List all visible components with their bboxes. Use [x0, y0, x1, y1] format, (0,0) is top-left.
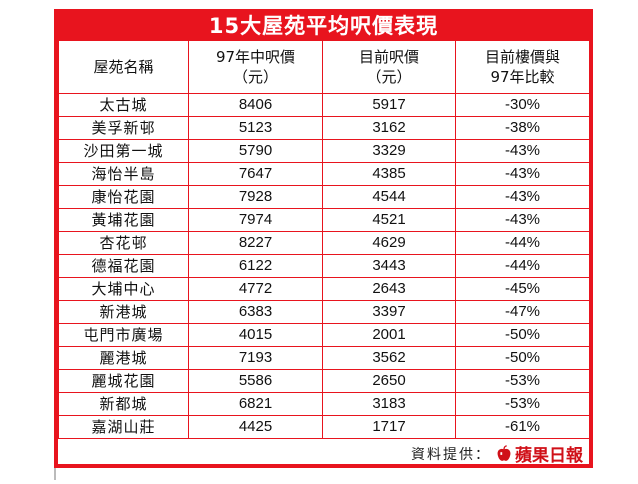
table-row: 德福花園 6122 3443 -44%	[58, 254, 590, 278]
current-price-cell: 3397	[322, 300, 456, 324]
price-97-cell: 4425	[188, 415, 323, 439]
table-row: 杏花邨 8227 4629 -44%	[58, 231, 590, 255]
change-cell: -47%	[455, 300, 590, 324]
table-frame: 15大屋苑平均呎價表現 屋苑名稱 97年中呎價 （元） 目前呎價 （元） 目前樓價與…	[54, 9, 593, 468]
table-row: 太古城 8406 5917 -30%	[58, 93, 590, 117]
estate-name-cell: 美孚新邨	[58, 116, 189, 140]
current-price-cell: 3183	[322, 392, 456, 416]
table-row: 麗港城 7193 3562 -50%	[58, 346, 590, 370]
table-body-wrap: 屋苑名稱 97年中呎價 （元） 目前呎價 （元） 目前樓價與 97年比較 太古城 840…	[58, 40, 590, 443]
change-cell: -53%	[455, 369, 590, 393]
current-price-cell: 3562	[322, 346, 456, 370]
table-row: 康怡花園 7928 4544 -43%	[58, 185, 590, 209]
price-97-cell: 5790	[188, 139, 323, 163]
price-97-cell: 5123	[188, 116, 323, 140]
change-cell: -43%	[455, 162, 590, 186]
header-price-97: 97年中呎價 （元）	[188, 40, 323, 94]
source-label: 資料提供：	[411, 446, 491, 463]
current-price-cell: 3329	[322, 139, 456, 163]
current-price-cell: 5917	[322, 93, 456, 117]
estate-name-cell: 康怡花園	[58, 185, 189, 209]
current-price-cell: 3162	[322, 116, 456, 140]
price-97-cell: 6821	[188, 392, 323, 416]
price-97-cell: 7193	[188, 346, 323, 370]
current-price-cell: 1717	[322, 415, 456, 439]
price-97-cell: 5586	[188, 369, 323, 393]
apple-icon	[497, 444, 511, 461]
current-price-cell: 4521	[322, 208, 456, 232]
header-change: 目前樓價與 97年比較	[455, 40, 590, 94]
price-97-cell: 6122	[188, 254, 323, 278]
change-cell: -43%	[455, 139, 590, 163]
current-price-cell: 2643	[322, 277, 456, 301]
estate-name-cell: 海怡半島	[58, 162, 189, 186]
table-title: 15大屋苑平均呎價表現	[208, 13, 439, 38]
current-price-cell: 4385	[322, 162, 456, 186]
change-cell: -44%	[455, 231, 590, 255]
change-cell: -61%	[455, 415, 590, 439]
estate-name-cell: 新都城	[58, 392, 189, 416]
table-row: 屯門市廣場 4015 2001 -50%	[58, 323, 590, 347]
header-row: 屋苑名稱 97年中呎價 （元） 目前呎價 （元） 目前樓價與 97年比較	[58, 40, 590, 94]
change-cell: -50%	[455, 346, 590, 370]
current-price-cell: 4544	[322, 185, 456, 209]
logo-text: 蘋果日報	[515, 446, 583, 466]
current-price-cell: 4629	[322, 231, 456, 255]
price-97-cell: 7974	[188, 208, 323, 232]
estate-name-cell: 德福花園	[58, 254, 189, 278]
estate-name-cell: 大埔中心	[58, 277, 189, 301]
current-price-cell: 2001	[322, 323, 456, 347]
estate-name-cell: 屯門市廣場	[58, 323, 189, 347]
price-97-cell: 6383	[188, 300, 323, 324]
estate-name-cell: 太古城	[58, 93, 189, 117]
change-cell: -50%	[455, 323, 590, 347]
header-current-price: 目前呎價 （元）	[322, 40, 456, 94]
estate-name-cell: 麗港城	[58, 346, 189, 370]
table-row: 嘉湖山莊 4425 1717 -61%	[58, 415, 590, 439]
estate-name-cell: 新港城	[58, 300, 189, 324]
apple-daily-logo: 蘋果日報	[495, 441, 583, 466]
source-credit: 資料提供： 蘋果日報	[58, 441, 589, 466]
price-97-cell: 7928	[188, 185, 323, 209]
price-97-cell: 4772	[188, 277, 323, 301]
table-row: 黃埔花園 7974 4521 -43%	[58, 208, 590, 232]
table-row: 海怡半島 7647 4385 -43%	[58, 162, 590, 186]
change-cell: -38%	[455, 116, 590, 140]
price-97-cell: 8406	[188, 93, 323, 117]
change-cell: -53%	[455, 392, 590, 416]
header-estate: 屋苑名稱	[58, 40, 189, 94]
change-cell: -45%	[455, 277, 590, 301]
current-price-cell: 3443	[322, 254, 456, 278]
change-cell: -44%	[455, 254, 590, 278]
price-table: 屋苑名稱 97年中呎價 （元） 目前呎價 （元） 目前樓價與 97年比較 太古城 840…	[58, 40, 590, 439]
divider	[54, 468, 56, 480]
change-cell: -43%	[455, 208, 590, 232]
estate-name-cell: 嘉湖山莊	[58, 415, 189, 439]
change-cell: -30%	[455, 93, 590, 117]
table-row: 美孚新邨 5123 3162 -38%	[58, 116, 590, 140]
current-price-cell: 2650	[322, 369, 456, 393]
estate-name-cell: 黃埔花園	[58, 208, 189, 232]
table-row: 大埔中心 4772 2643 -45%	[58, 277, 590, 301]
change-cell: -43%	[455, 185, 590, 209]
table-row: 新港城 6383 3397 -47%	[58, 300, 590, 324]
price-97-cell: 7647	[188, 162, 323, 186]
price-97-cell: 4015	[188, 323, 323, 347]
table-row: 沙田第一城 5790 3329 -43%	[58, 139, 590, 163]
table-row: 麗城花園 5586 2650 -53%	[58, 369, 590, 393]
price-97-cell: 8227	[188, 231, 323, 255]
table-row: 新都城 6821 3183 -53%	[58, 392, 590, 416]
estate-name-cell: 麗城花園	[58, 369, 189, 393]
estate-name-cell: 沙田第一城	[58, 139, 189, 163]
estate-name-cell: 杏花邨	[58, 231, 189, 255]
